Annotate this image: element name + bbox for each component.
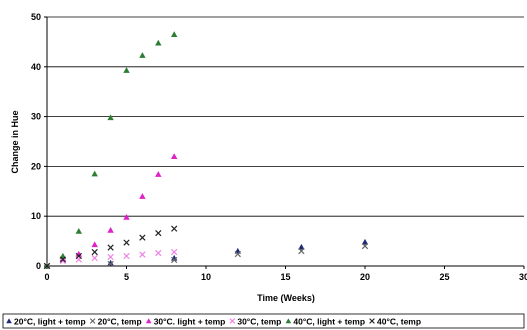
y-tick-label: 40 — [31, 62, 41, 72]
legend-label-5: 40°C, temp — [377, 317, 421, 327]
y-tick-label: 20 — [31, 161, 41, 171]
data-point-series-4 — [155, 39, 162, 46]
x-tick-label: 30 — [519, 272, 527, 282]
y-tick-label: 30 — [31, 112, 41, 122]
data-point-series-5 — [171, 225, 178, 232]
data-point-series-4 — [107, 114, 114, 121]
data-point-series-3 — [171, 248, 178, 256]
data-point-series-0 — [298, 243, 305, 250]
y-tick-label: 10 — [31, 211, 41, 221]
y-tick-label: 0 — [36, 261, 41, 271]
legend-label-4: 40°C, light + temp — [293, 317, 365, 327]
x-tick-label: 15 — [280, 272, 290, 282]
data-point-series-1 — [361, 242, 369, 250]
data-point-series-1 — [171, 256, 178, 264]
data-point-series-2 — [123, 213, 130, 220]
data-point-series-2 — [91, 241, 98, 248]
data-point-series-5 — [43, 262, 51, 270]
data-point-series-3 — [107, 253, 114, 261]
legend-label-0: 20°C, light + temp — [14, 317, 86, 327]
data-point-series-2 — [171, 153, 178, 159]
data-point-series-2 — [107, 226, 114, 233]
data-point-series-4 — [123, 67, 130, 73]
data-point-series-3 — [91, 254, 98, 262]
data-point-series-1 — [107, 260, 114, 268]
data-point-series-5 — [139, 234, 146, 241]
x-axis-title: Time (Weeks) — [257, 293, 315, 303]
data-point-series-2 — [155, 171, 162, 177]
legend-label-1: 20°C, temp — [98, 317, 142, 327]
legend-marker-1 — [89, 318, 96, 324]
data-point-series-5 — [59, 256, 67, 263]
data-point-series-5 — [107, 244, 114, 251]
data-point-series-3 — [123, 252, 130, 260]
data-point-series-5 — [75, 252, 82, 260]
grid-lines — [47, 16, 524, 217]
legend-marker-3 — [229, 318, 236, 324]
data-points — [43, 31, 369, 270]
data-point-series-3 — [139, 251, 146, 258]
x-tick-label: 10 — [201, 272, 211, 282]
legend-label-3: 30°C, temp — [237, 317, 281, 327]
legend-marker-4 — [285, 318, 292, 324]
data-point-series-0 — [361, 238, 369, 245]
data-point-series-3 — [155, 249, 162, 257]
data-point-series-1 — [298, 247, 305, 255]
legend-label-2: 30°C. light + temp — [154, 317, 226, 327]
data-point-series-4 — [75, 227, 82, 234]
data-point-series-5 — [155, 229, 162, 237]
axes — [44, 16, 525, 269]
y-axis-title: Change in Hue — [10, 110, 20, 173]
data-point-series-3 — [59, 257, 67, 265]
legend-marker-5 — [369, 318, 375, 324]
x-tick-label: 20 — [360, 272, 370, 282]
data-point-series-0 — [107, 259, 114, 266]
data-point-series-5 — [91, 248, 98, 256]
y-tick-label: 50 — [31, 12, 41, 22]
data-point-series-0 — [234, 247, 241, 254]
x-tick-label: 25 — [439, 272, 449, 282]
data-point-series-4 — [91, 170, 98, 177]
legend-marker-2 — [145, 318, 152, 324]
data-point-series-4 — [171, 31, 178, 37]
data-point-series-5 — [123, 239, 130, 246]
x-tick-label: 5 — [124, 272, 129, 282]
legend: 20°C, light + temp 20°C, temp 30°C. light … — [2, 313, 525, 329]
data-point-series-4 — [139, 52, 146, 58]
legend-marker-0 — [6, 318, 12, 324]
tick-labels: 0 10 20 30 40 50 0 5 10 15 20 25 30 — [31, 12, 527, 282]
x-tick-label: 0 — [44, 272, 49, 282]
data-point-series-1 — [234, 250, 241, 258]
legend-box — [2, 313, 525, 329]
data-point-series-2 — [139, 193, 146, 199]
